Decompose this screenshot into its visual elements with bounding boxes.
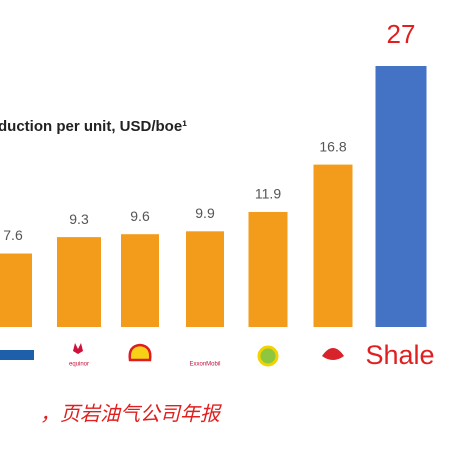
bar	[121, 234, 159, 327]
value-label: 11.9	[255, 186, 281, 202]
x-tick-label: ExxonMobil	[189, 362, 220, 368]
bp-logo	[257, 345, 279, 367]
logos	[0, 343, 344, 367]
shell-logo	[128, 343, 152, 362]
x-tick-label: equinor	[69, 362, 89, 368]
footnote: ，页岩油气公司年报	[40, 402, 222, 426]
value-label: 9.3	[69, 211, 89, 227]
chart-title: duction per unit, USD/boe¹	[0, 118, 187, 135]
x-tick-label: Shale	[365, 340, 434, 370]
gazprom-logo	[0, 350, 34, 360]
value-label: 27	[387, 19, 416, 49]
bar	[186, 231, 224, 327]
bar	[57, 237, 101, 327]
bar	[248, 211, 288, 327]
equinor-logo	[73, 343, 83, 354]
bar	[313, 164, 353, 327]
value-label: 9.6	[130, 208, 150, 224]
value-label: 16.8	[319, 138, 346, 154]
value-label: 7.6	[3, 227, 23, 243]
bar	[375, 66, 427, 327]
bar	[0, 253, 32, 327]
petrochina-logo	[322, 348, 344, 360]
value-label: 9.9	[195, 205, 215, 221]
